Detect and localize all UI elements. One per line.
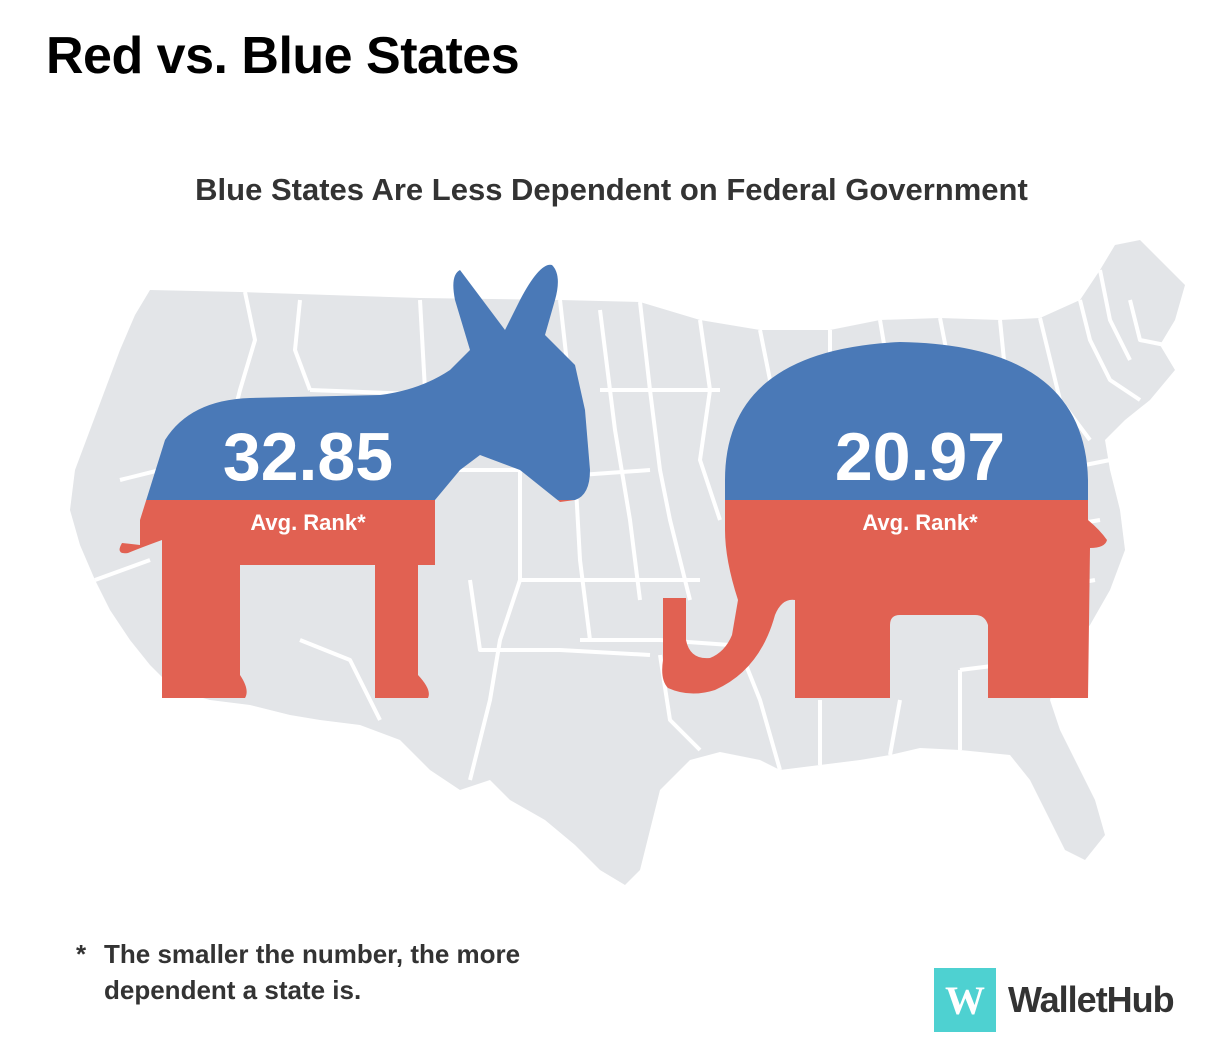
wallethub-mark-icon: W: [934, 968, 996, 1032]
wallethub-logo: W WalletHub: [934, 968, 1175, 1032]
red-states-value: 20.97: [835, 419, 1005, 495]
red-states-label: Avg. Rank*: [862, 510, 978, 535]
footnote-marker: *: [76, 939, 87, 969]
footnote-line-2: dependent a state is.: [104, 975, 362, 1005]
chart-subtitle: Blue States Are Less Dependent on Federa…: [195, 172, 1028, 207]
page-title: Red vs. Blue States: [46, 27, 520, 85]
footnote-line-1: The smaller the number, the more: [104, 939, 521, 969]
blue-states-value: 32.85: [223, 419, 393, 495]
footnote: * The smaller the number, the more depend…: [76, 936, 520, 1008]
blue-states-label: Avg. Rank*: [250, 510, 366, 535]
wallethub-name: WalletHub: [1008, 979, 1175, 1020]
